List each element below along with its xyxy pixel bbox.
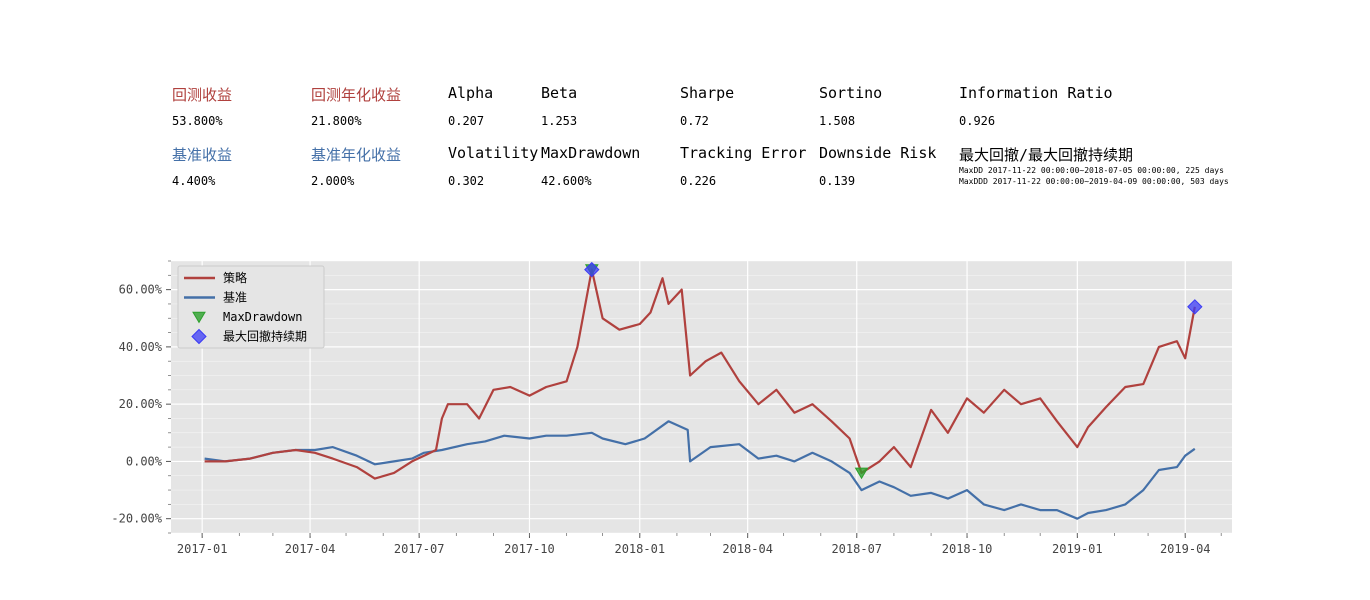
metric-label-benchmark_annual_return: 基准年化收益 — [311, 146, 402, 164]
maxddd-note: MaxDDD 2017-11-22 00:00:00~2019-04-09 00… — [959, 177, 1229, 186]
metric-label-sortino: Sortino — [819, 84, 883, 102]
metric-value-return_label: 53.800% — [172, 114, 223, 128]
metric-value-tracking_error: 0.226 — [680, 174, 717, 188]
max-drawdown-marker — [854, 467, 869, 480]
y-tick-label: 20.00% — [119, 397, 163, 411]
x-tick-label: 2018-01 — [614, 542, 665, 556]
legend-marker — [191, 328, 207, 345]
x-tick-label: 2019-01 — [1052, 542, 1103, 556]
x-tick-label: 2017-07 — [394, 542, 445, 556]
metric-value-max_drawdown: 42.600% — [541, 174, 592, 188]
x-tick-label: 2017-04 — [285, 542, 336, 556]
x-tick-label: 2019-04 — [1160, 542, 1211, 556]
max-drawdown-duration-marker — [584, 261, 600, 278]
metric-label-tracking_error: Tracking Error — [680, 144, 807, 162]
metric-label-annual_return_label: 回测年化收益 — [311, 86, 402, 104]
legend-label: 策略 — [223, 270, 247, 285]
metric-label-maxdd_period: 最大回撤/最大回撤持续期 — [959, 146, 1134, 164]
metric-value-volatility: 0.302 — [448, 174, 485, 188]
plot-area — [171, 261, 1232, 533]
x-tick-label: 2017-01 — [177, 542, 228, 556]
metric-value-information_ratio: 0.926 — [959, 114, 996, 128]
legend-label: MaxDrawdown — [223, 310, 302, 324]
metric-label-downside_risk: Downside Risk — [819, 144, 937, 162]
y-tick-label: 60.00% — [119, 283, 163, 297]
legend-label: 最大回撤持续期 — [223, 329, 307, 344]
metric-value-annual_return_label: 21.800% — [311, 114, 362, 128]
metric-value-sharpe: 0.72 — [680, 114, 709, 128]
metric-value-beta: 1.253 — [541, 114, 578, 128]
metric-label-max_drawdown: MaxDrawdown — [541, 144, 641, 162]
metric-value-sortino: 1.508 — [819, 114, 856, 128]
y-tick-label: -20.00% — [111, 512, 162, 526]
max-drawdown-duration-marker — [1187, 299, 1203, 315]
metric-label-volatility: Volatility — [448, 144, 539, 162]
legend-box — [177, 265, 325, 349]
metric-label-beta: Beta — [541, 84, 578, 102]
legend-label: 基准 — [223, 291, 247, 305]
metric-label-sharpe: Sharpe — [680, 84, 735, 102]
y-tick-label: 0.00% — [126, 454, 163, 468]
metric-value-alpha: 0.207 — [448, 114, 485, 128]
series-line-benchmark — [204, 420, 1196, 520]
x-tick-label: 2018-04 — [722, 542, 773, 556]
metric-label-benchmark_return: 基准收益 — [172, 146, 233, 164]
metric-value-downside_risk: 0.139 — [819, 174, 856, 188]
x-tick-label: 2018-10 — [942, 542, 993, 556]
maxdd-note: MaxDD 2017-11-22 00:00:00~2018-07-05 00:… — [959, 166, 1224, 175]
metric-value-benchmark_return: 4.400% — [172, 174, 216, 188]
metric-label-return_label: 回测收益 — [172, 86, 233, 104]
metric-value-benchmark_annual_return: 2.000% — [311, 174, 355, 188]
series-line-strategy — [204, 268, 1196, 480]
x-tick-label: 2017-10 — [504, 542, 555, 556]
metric-label-alpha: Alpha — [448, 84, 494, 102]
y-tick-label: 40.00% — [119, 340, 163, 354]
metric-label-information_ratio: Information Ratio — [959, 84, 1113, 102]
legend-marker — [192, 311, 206, 324]
x-tick-label: 2018-07 — [831, 542, 882, 556]
